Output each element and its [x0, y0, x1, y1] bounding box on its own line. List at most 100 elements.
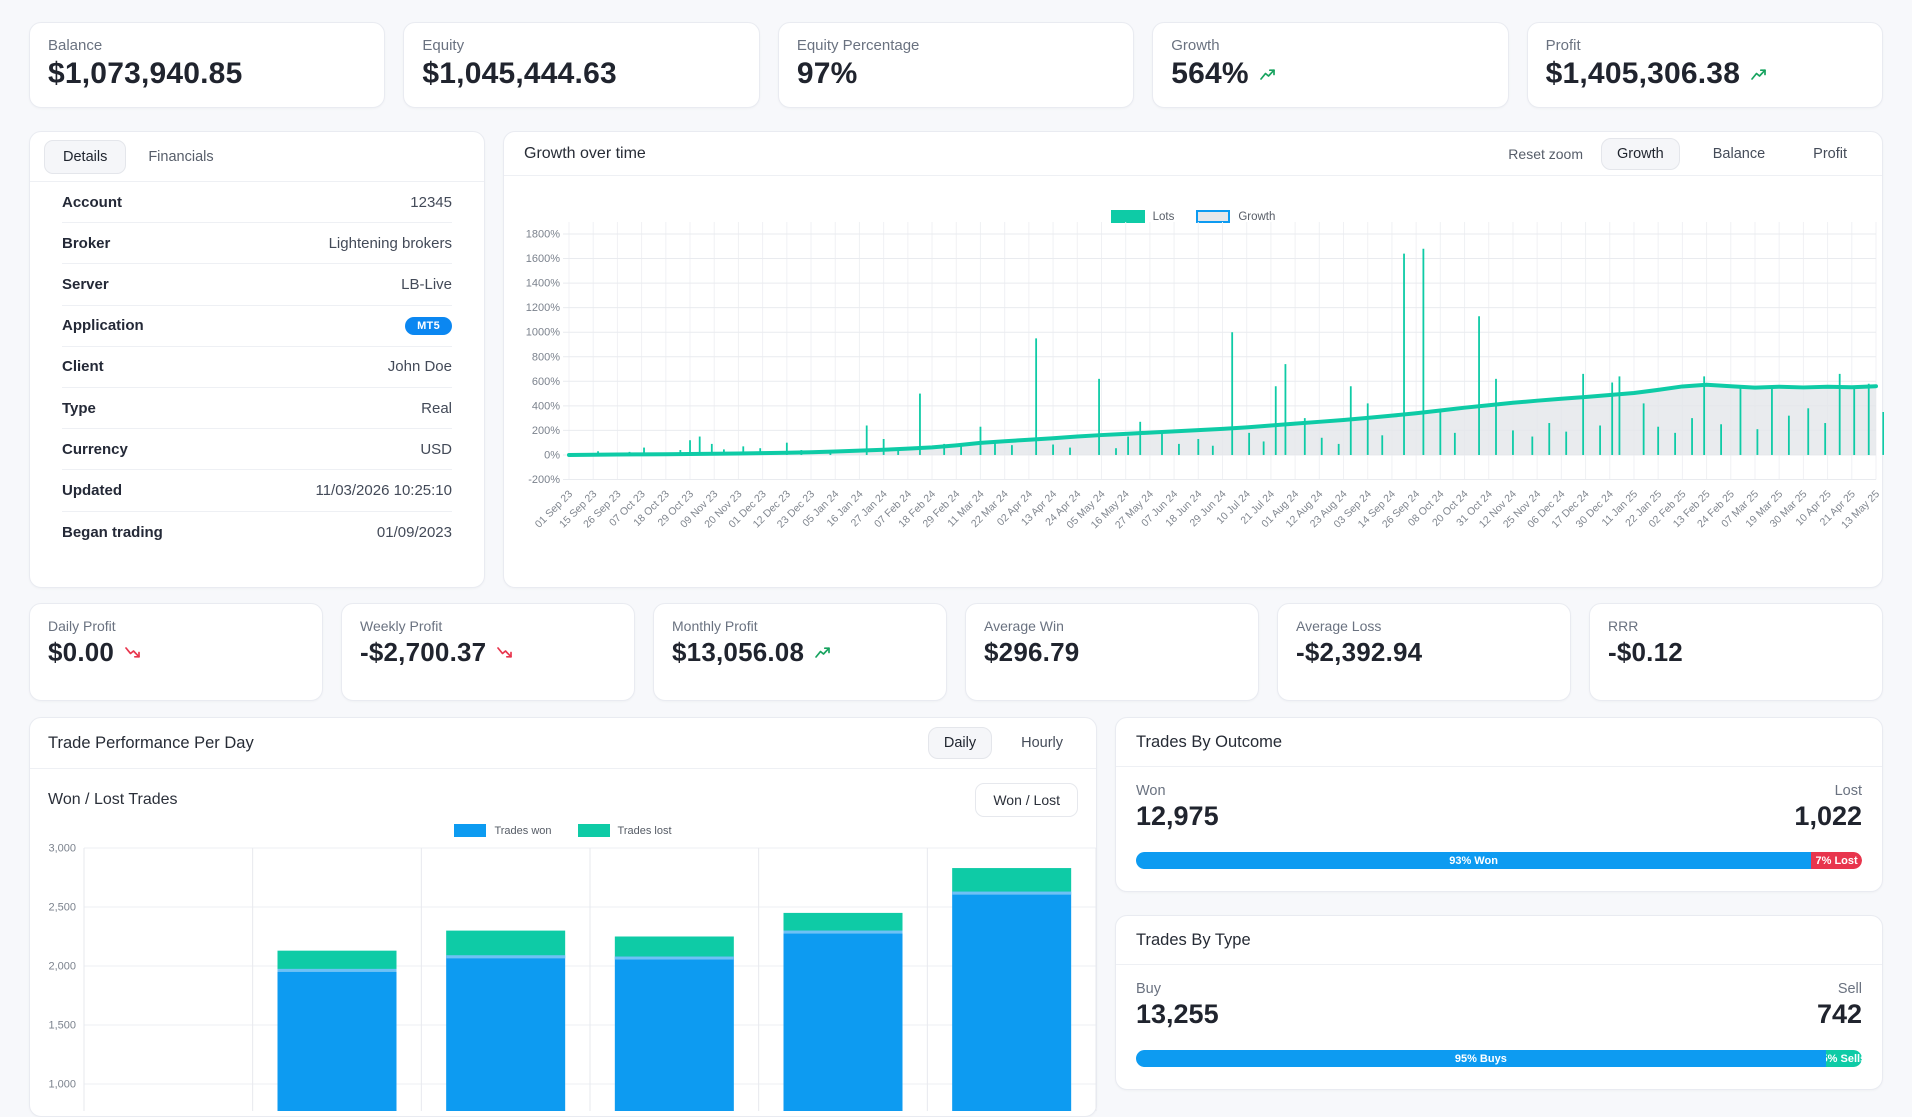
- lost-label: Lost: [1834, 783, 1862, 799]
- equity-percentage-label: Equity Percentage: [796, 37, 920, 54]
- trend-down-icon: [495, 645, 514, 660]
- monthly-profit-card: Monthly Profit $13,056.08: [653, 603, 947, 701]
- table-row-broker: Broker Lightening brokers: [62, 223, 452, 265]
- table-row-application: Application MT5: [62, 306, 452, 347]
- table-row-type: Type Real: [62, 388, 452, 430]
- balance-value: $1,073,940.85: [48, 57, 243, 90]
- hourly-mode-button[interactable]: Hourly: [1021, 735, 1063, 751]
- growth-series-button[interactable]: Growth: [1601, 137, 1680, 170]
- type-progress-bar: 95% Buys 5% Sells: [1136, 1050, 1862, 1067]
- tab-financials[interactable]: Financials: [148, 148, 214, 165]
- svg-text:1000%: 1000%: [526, 327, 560, 339]
- trend-up-icon: [813, 645, 832, 660]
- equity-label: Equity: [422, 37, 465, 54]
- svg-text:800%: 800%: [532, 351, 560, 363]
- equity-value: $1,045,444.63: [422, 57, 617, 90]
- rrr-card: RRR -$0.12: [1589, 603, 1883, 701]
- growth-card: Growth 564%: [1152, 22, 1509, 108]
- sell-label: Sell: [1837, 981, 1862, 997]
- trades-by-type-title: Trades By Type: [1116, 916, 1882, 965]
- table-row-updated: Updated 11/03/2026 10:25:10: [62, 470, 452, 512]
- table-row-account: Account 12345: [62, 182, 452, 224]
- balance-series-button[interactable]: Balance: [1712, 145, 1766, 162]
- table-row-client: Client John Doe: [62, 347, 452, 388]
- won-lost-filter-button[interactable]: Won / Lost: [975, 783, 1078, 817]
- balance-card: Balance $1,073,940.85: [29, 22, 386, 108]
- won-bar-segment: 93% Won: [1136, 852, 1812, 869]
- buy-bar-segment: 95% Buys: [1136, 1050, 1826, 1067]
- profit-label: Profit: [1545, 37, 1581, 54]
- balance-label: Balance: [48, 37, 103, 54]
- trade-performance-title: Trade Performance Per Day: [48, 733, 254, 752]
- sell-bar-segment: 5% Sells: [1825, 1050, 1862, 1067]
- average-loss-value: -$2,392.94: [1296, 637, 1423, 667]
- growth-value: 564%: [1171, 57, 1249, 90]
- growth-chart-header: Growth over time Reset zoom Growth Balan…: [504, 132, 1882, 176]
- trades-lost-swatch: [577, 824, 610, 837]
- svg-text:200%: 200%: [532, 425, 560, 437]
- svg-text:3,000: 3,000: [48, 843, 76, 855]
- daily-profit-card: Daily Profit $0.00: [29, 603, 323, 701]
- growth-line-chart[interactable]: 1800% 1600% 1400% 1200% 1000% 800% 600% 400% 200…: [504, 176, 1884, 589]
- svg-text:2,500: 2,500: [48, 902, 76, 914]
- daily-profit-value: $0.00: [48, 637, 115, 667]
- account-details-panel: Details Financials Account 12345 Broker …: [29, 131, 485, 588]
- trades-by-type-panel: Trades By Type Buy Sell 13,255 742 95% B…: [1115, 915, 1883, 1090]
- legend-growth[interactable]: Growth: [1196, 210, 1275, 223]
- lost-bar-segment: 7% Lost: [1811, 852, 1862, 869]
- table-row-began-trading: Began trading 01/09/2023: [62, 523, 452, 541]
- equity-percentage-value: 97%: [796, 57, 858, 90]
- svg-text:1800%: 1800%: [526, 229, 560, 241]
- profit-series-button[interactable]: Profit: [1813, 145, 1847, 162]
- lots-swatch: [1110, 210, 1145, 223]
- equity-percentage-card: Equity Percentage 97%: [777, 22, 1135, 108]
- profit-stats-row: Daily Profit $0.00 Weekly Profit -$2,700…: [29, 603, 1883, 701]
- outcome-progress-bar: 93% Won 7% Lost: [1136, 852, 1862, 869]
- sell-count: 742: [1816, 999, 1862, 1029]
- won-lost-trades-subtitle: Won / Lost Trades: [48, 791, 178, 808]
- trend-down-icon: [123, 645, 142, 660]
- growth-chart-controls: Reset zoom Growth Balance Profit: [1508, 137, 1862, 170]
- won-lost-bar-chart[interactable]: 3,000 2,500 2,000 1,500 1,000: [30, 841, 1098, 1111]
- average-win-card: Average Win $296.79: [965, 603, 1259, 701]
- svg-text:600%: 600%: [532, 376, 560, 388]
- buy-count: 13,255: [1136, 999, 1219, 1029]
- buy-label: Buy: [1136, 981, 1161, 997]
- won-label: Won: [1136, 783, 1166, 799]
- trend-up-icon: [1258, 67, 1277, 82]
- rrr-value: -$0.12: [1608, 637, 1683, 667]
- growth-over-time-panel: Growth over time Reset zoom Growth Balan…: [503, 131, 1884, 589]
- details-table: Account 12345 Broker Lightening brokers …: [30, 182, 484, 553]
- legend-trades-won[interactable]: Trades won: [454, 824, 552, 837]
- lost-count: 1,022: [1794, 801, 1862, 831]
- bar-chart-legend: Trades won Trades lost: [30, 824, 1096, 837]
- growth-label: Growth: [1171, 37, 1220, 54]
- average-loss-card: Average Loss -$2,392.94: [1277, 603, 1571, 701]
- trades-by-outcome-panel: Trades By Outcome Won Lost 12,975 1,022 …: [1115, 717, 1883, 892]
- equity-card: Equity $1,045,444.63: [403, 22, 760, 108]
- svg-text:1,500: 1,500: [48, 1020, 76, 1032]
- legend-lots[interactable]: Lots: [1110, 210, 1174, 223]
- growth-chart-legend: Lots Growth: [504, 210, 1882, 223]
- tab-details[interactable]: Details: [44, 139, 127, 174]
- daily-mode-button[interactable]: Daily: [927, 727, 993, 759]
- top-stats-row: Balance $1,073,940.85 Equity $1,045,444.…: [29, 22, 1884, 108]
- svg-text:2,000: 2,000: [48, 961, 76, 973]
- trades-by-outcome-title: Trades By Outcome: [1116, 718, 1882, 767]
- weekly-profit-value: -$2,700.37: [360, 637, 487, 667]
- trend-up-icon: [1749, 67, 1768, 82]
- svg-text:0%: 0%: [544, 449, 560, 461]
- weekly-profit-card: Weekly Profit -$2,700.37: [341, 603, 635, 701]
- table-row-server: Server LB-Live: [62, 264, 452, 306]
- trade-performance-panel: Trade Performance Per Day Daily Hourly W…: [29, 717, 1097, 1117]
- reset-zoom-button[interactable]: Reset zoom: [1508, 145, 1583, 162]
- svg-text:-200%: -200%: [528, 474, 560, 486]
- svg-text:1200%: 1200%: [526, 302, 560, 314]
- legend-trades-lost[interactable]: Trades lost: [577, 824, 672, 837]
- mt5-badge: MT5: [405, 316, 452, 335]
- details-tabs: Details Financials: [30, 132, 484, 182]
- growth-swatch: [1196, 210, 1231, 223]
- trade-performance-header: Trade Performance Per Day Daily Hourly: [30, 718, 1096, 769]
- svg-text:1400%: 1400%: [526, 278, 560, 290]
- growth-chart-title: Growth over time: [524, 144, 646, 162]
